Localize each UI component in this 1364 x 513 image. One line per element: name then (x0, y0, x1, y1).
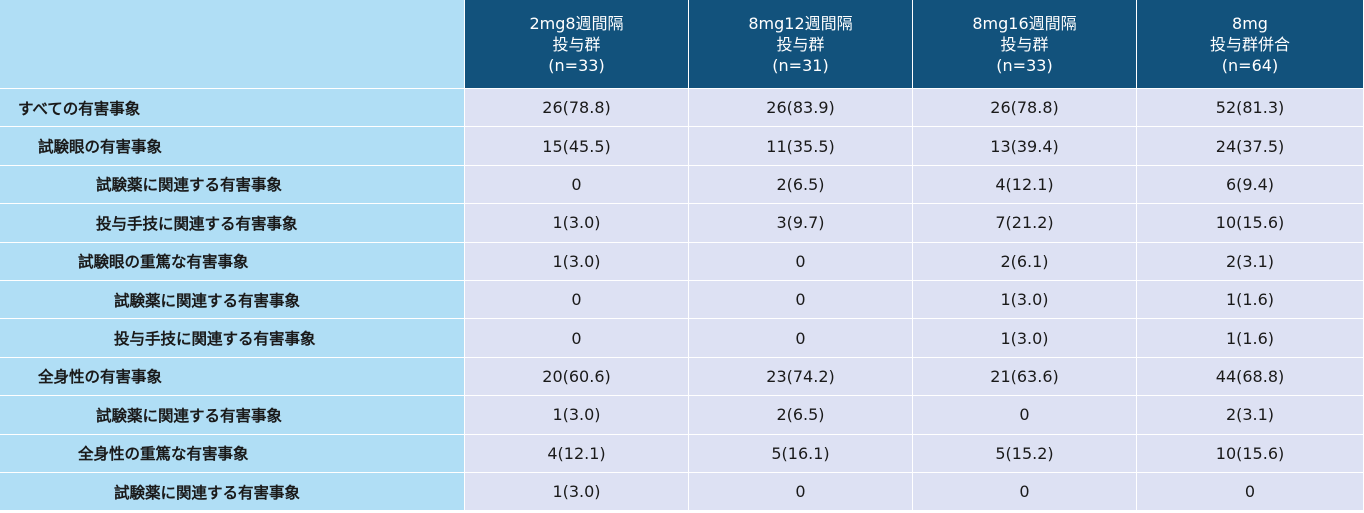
cell-value: 1(1.6) (1137, 280, 1364, 320)
cell-value: 1(3.0) (465, 204, 689, 243)
table-row: 試験眼の有害事象 15(45.5) 11(35.5) 13(39.4) 24(3… (0, 127, 1364, 166)
group-n: (n=33) (996, 55, 1053, 75)
cell-value: 0 (913, 472, 1137, 512)
cell-value: 3(9.7) (689, 204, 913, 243)
cell-value: 2(6.1) (913, 242, 1137, 281)
row-label: 投与手技に関連する有害事象 (0, 319, 465, 358)
cell-value: 0 (913, 396, 1137, 435)
row-label: 投与手技に関連する有害事象 (0, 204, 465, 243)
group-subtitle: 投与群 (552, 34, 601, 54)
cell-value: 2(6.5) (689, 165, 913, 205)
cell-value: 0 (465, 165, 689, 205)
cell-value: 1(3.0) (465, 242, 689, 281)
table-row: すべての有害事象 26(78.8) 26(83.9) 26(78.8) 52(8… (0, 89, 1364, 128)
cell-value: 4(12.1) (913, 165, 1137, 205)
row-label: 試験眼の重篤な有害事象 (0, 242, 465, 281)
group-name: 8mg12週間隔 (748, 13, 853, 33)
row-label: 全身性の有害事象 (0, 357, 465, 397)
cell-value: 0 (689, 472, 913, 512)
cell-value: 0 (689, 242, 913, 281)
cell-value: 26(78.8) (465, 89, 689, 128)
table-row: 試験薬に関連する有害事象 0 2(6.5) 4(12.1) 6(9.4) (0, 165, 1364, 205)
row-label: 試験薬に関連する有害事象 (0, 396, 465, 435)
header-group-8mg-16w: 8mg16週間隔 投与群 (n=33) (913, 0, 1137, 89)
row-label: 試験眼の有害事象 (0, 127, 465, 166)
header-corner-cell (0, 0, 465, 89)
group-name: 2mg8週間隔 (529, 13, 624, 33)
row-label: 全身性の重篤な有害事象 (0, 434, 465, 473)
cell-value: 21(63.6) (913, 357, 1137, 397)
cell-value: 2(3.1) (1137, 396, 1364, 435)
cell-value: 0 (689, 319, 913, 358)
cell-value: 26(78.8) (913, 89, 1137, 128)
table-row: 投与手技に関連する有害事象 1(3.0) 3(9.7) 7(21.2) 10(1… (0, 204, 1364, 243)
cell-value: 5(15.2) (913, 434, 1137, 473)
table-row: 試験薬に関連する有害事象 0 0 1(3.0) 1(1.6) (0, 280, 1364, 320)
cell-value: 10(15.6) (1137, 204, 1364, 243)
cell-value: 13(39.4) (913, 127, 1137, 166)
table-row: 試験薬に関連する有害事象 1(3.0) 2(6.5) 0 2(3.1) (0, 396, 1364, 435)
table-row: 試験眼の重篤な有害事象 1(3.0) 0 2(6.1) 2(3.1) (0, 242, 1364, 281)
cell-value: 0 (1137, 472, 1364, 512)
group-subtitle: 投与群 (776, 34, 825, 54)
cell-value: 1(1.6) (1137, 319, 1364, 358)
cell-value: 2(3.1) (1137, 242, 1364, 281)
cell-value: 1(3.0) (913, 280, 1137, 320)
row-label: すべての有害事象 (0, 89, 465, 128)
cell-value: 2(6.5) (689, 396, 913, 435)
table-row: 試験薬に関連する有害事象 1(3.0) 0 0 0 (0, 472, 1364, 512)
cell-value: 7(21.2) (913, 204, 1137, 243)
group-n: (n=64) (1221, 55, 1279, 75)
cell-value: 4(12.1) (465, 434, 689, 473)
cell-value: 15(45.5) (465, 127, 689, 166)
group-subtitle: 投与群 (1000, 34, 1049, 54)
group-n: (n=33) (548, 55, 605, 75)
header-group-2mg-8w: 2mg8週間隔 投与群 (n=33) (465, 0, 689, 89)
group-name: 8mg (1232, 13, 1268, 33)
header-row: 2mg8週間隔 投与群 (n=33) 8mg12週間隔 投与群 (n=31) 8… (0, 0, 1364, 89)
cell-value: 11(35.5) (689, 127, 913, 166)
table-row: 全身性の重篤な有害事象 4(12.1) 5(16.1) 5(15.2) 10(1… (0, 434, 1364, 473)
cell-value: 24(37.5) (1137, 127, 1364, 166)
cell-value: 23(74.2) (689, 357, 913, 397)
cell-value: 0 (689, 280, 913, 320)
cell-value: 10(15.6) (1137, 434, 1364, 473)
row-label: 試験薬に関連する有害事象 (0, 472, 465, 512)
cell-value: 52(81.3) (1137, 89, 1364, 128)
header-group-8mg-combined: 8mg 投与群併合 (n=64) (1137, 0, 1364, 89)
group-name: 8mg16週間隔 (972, 13, 1077, 33)
cell-value: 26(83.9) (689, 89, 913, 128)
cell-value: 1(3.0) (465, 472, 689, 512)
cell-value: 0 (465, 319, 689, 358)
row-label: 試験薬に関連する有害事象 (0, 165, 465, 205)
row-label: 試験薬に関連する有害事象 (0, 280, 465, 320)
cell-value: 1(3.0) (913, 319, 1137, 358)
table-row: 投与手技に関連する有害事象 0 0 1(3.0) 1(1.6) (0, 319, 1364, 358)
cell-value: 5(16.1) (689, 434, 913, 473)
cell-value: 0 (465, 280, 689, 320)
group-subtitle: 投与群併合 (1209, 34, 1290, 54)
cell-value: 20(60.6) (465, 357, 689, 397)
table-row: 全身性の有害事象 20(60.6) 23(74.2) 21(63.6) 44(6… (0, 357, 1364, 397)
header-group-8mg-12w: 8mg12週間隔 投与群 (n=31) (689, 0, 913, 89)
group-n: (n=31) (772, 55, 829, 75)
cell-value: 6(9.4) (1137, 165, 1364, 205)
cell-value: 44(68.8) (1137, 357, 1364, 397)
cell-value: 1(3.0) (465, 396, 689, 435)
